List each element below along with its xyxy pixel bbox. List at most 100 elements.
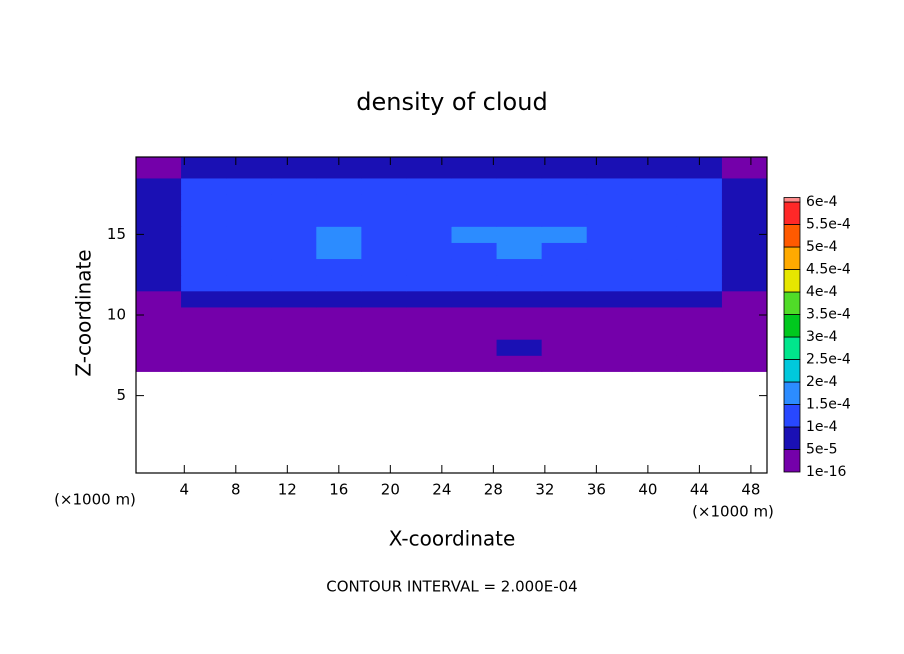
x-tick-label: 12: [278, 481, 297, 499]
colorbar-label: 3e-4: [806, 329, 838, 345]
colorbar-box: [783, 336, 801, 360]
contour-cell: [631, 323, 678, 340]
contour-cell: [541, 210, 588, 227]
colorbar-label: 2e-4: [806, 374, 838, 390]
contour-cell: [226, 258, 272, 276]
contour-cell: [586, 339, 633, 356]
x-tick-label: 40: [638, 481, 657, 499]
contour-cell: [676, 210, 723, 227]
contour-cell: [586, 355, 633, 372]
contour-cell: [226, 306, 272, 324]
contour-cell: [631, 177, 678, 195]
contour-cell: [271, 323, 317, 340]
contour-cell: [361, 210, 407, 227]
contour-cell: [676, 274, 723, 292]
contour-cell: [451, 194, 498, 211]
contour-cell: [496, 210, 543, 227]
contour-cell: [631, 258, 678, 276]
contour-cell: [226, 157, 272, 179]
contour-cell: [451, 258, 498, 276]
contour-cell: [406, 274, 452, 292]
contour-cell: [271, 290, 317, 308]
contour-cell: [181, 306, 227, 324]
contour-cell: [271, 306, 317, 324]
contour-cell: [316, 339, 362, 356]
contour-cell: [226, 226, 272, 243]
contour-cell: [406, 226, 452, 243]
contour-cell: [271, 258, 317, 276]
contour-cell: [406, 177, 452, 195]
contour-cell: [181, 290, 227, 308]
contour-cell: [316, 194, 362, 211]
contour-cell: [451, 323, 498, 340]
x-tick-label: 32: [535, 481, 554, 499]
contour-cell: [136, 194, 182, 211]
colorbar-box: [783, 314, 801, 338]
colorbar-label: 1e-16: [806, 464, 846, 480]
contour-cell: [541, 355, 588, 372]
y-tick-label: 15: [107, 225, 126, 243]
contour-cell: [316, 157, 362, 179]
contour-cell: [451, 226, 498, 243]
contour-cell: [271, 226, 317, 243]
contour-cell: [271, 242, 317, 260]
contour-cell: [136, 177, 182, 195]
contour-cell: [586, 177, 633, 195]
contour-cell: [631, 226, 678, 243]
contour-cell: [271, 157, 317, 179]
contour-cell: [496, 306, 543, 324]
colorbar-label: 5e-4: [806, 239, 838, 255]
contour-cell: [226, 355, 272, 372]
contour-cell: [316, 306, 362, 324]
contour-cell: [406, 290, 452, 308]
contour-cell: [136, 157, 182, 179]
contour-cell: [451, 339, 498, 356]
contour-cell: [271, 274, 317, 292]
contour-cell: [406, 157, 452, 179]
contour-cell: [541, 339, 588, 356]
colorbar-box: [783, 246, 801, 270]
colorbar-box: [783, 449, 801, 473]
contour-cell: [496, 339, 543, 356]
contour-cell: [406, 355, 452, 372]
contour-cell: [451, 355, 498, 372]
contour-cell: [136, 274, 182, 292]
colorbar-label: 2.5e-4: [806, 352, 851, 368]
contour-cell: [406, 306, 452, 324]
contour-cell: [676, 258, 723, 276]
contour-cell: [586, 157, 633, 179]
contour-cell: [586, 210, 633, 227]
contour-cell: [631, 290, 678, 308]
contour-cell: [676, 306, 723, 324]
colorbar-label: 5.5e-4: [806, 217, 851, 233]
contour-cell: [181, 242, 227, 260]
contour-cell: [271, 210, 317, 227]
contour-cell: [721, 274, 768, 292]
contour-cell: [721, 226, 768, 243]
contour-cell: [406, 194, 452, 211]
contour-cell: [721, 339, 768, 356]
colorbar-label: 5e-5: [806, 442, 837, 458]
contour-cell: [226, 194, 272, 211]
contour-cell: [451, 210, 498, 227]
contour-cell: [676, 242, 723, 260]
contour-cell: [541, 306, 588, 324]
contour-cell: [586, 194, 633, 211]
contour-cell: [316, 242, 362, 260]
colorbar-label: 1e-4: [806, 419, 838, 435]
chart-title: density of cloud: [356, 88, 547, 116]
contour-cell: [721, 210, 768, 227]
contour-cell: [631, 355, 678, 372]
contour-cell: [361, 226, 407, 243]
colorbar-label: 1.5e-4: [806, 397, 851, 413]
contour-cell: [361, 355, 407, 372]
x-tick-label: 20: [381, 481, 400, 499]
contour-cell: [496, 157, 543, 179]
colorbar-box: [783, 291, 801, 315]
contour-cell: [271, 355, 317, 372]
contour-cell: [316, 226, 362, 243]
contour-cell: [586, 323, 633, 340]
contour-cell: [181, 355, 227, 372]
contour-cell: [676, 177, 723, 195]
